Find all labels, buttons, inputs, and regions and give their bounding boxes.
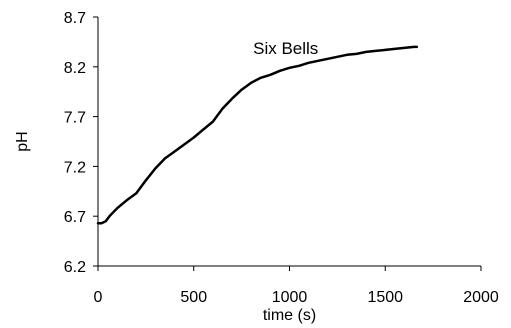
x-tick-label: 1000 [272,289,308,306]
y-tick-label: 8.2 [64,60,86,77]
y-axis-label: pH [14,131,31,151]
y-tick-label: 6.7 [64,209,86,226]
x-tick-label: 0 [94,289,103,306]
x-tick-label: 2000 [463,289,499,306]
y-tick-label: 8.7 [64,10,86,27]
x-ticks: 0 500 1000 1500 2000 [94,266,499,306]
y-tick-label: 6.2 [64,259,86,276]
y-tick-label: 7.7 [64,110,86,127]
y-tick-label: 7.2 [64,159,86,176]
x-tick-label: 500 [180,289,207,306]
series-line [96,45,419,225]
x-axis-label: time (s) [263,307,316,324]
y-ticks: 6.2 6.7 7.2 7.7 8.2 8.7 [64,10,98,276]
series-layer [96,45,419,225]
annotation-label: Six Bells [253,39,318,58]
x-tick-label: 1500 [367,289,403,306]
